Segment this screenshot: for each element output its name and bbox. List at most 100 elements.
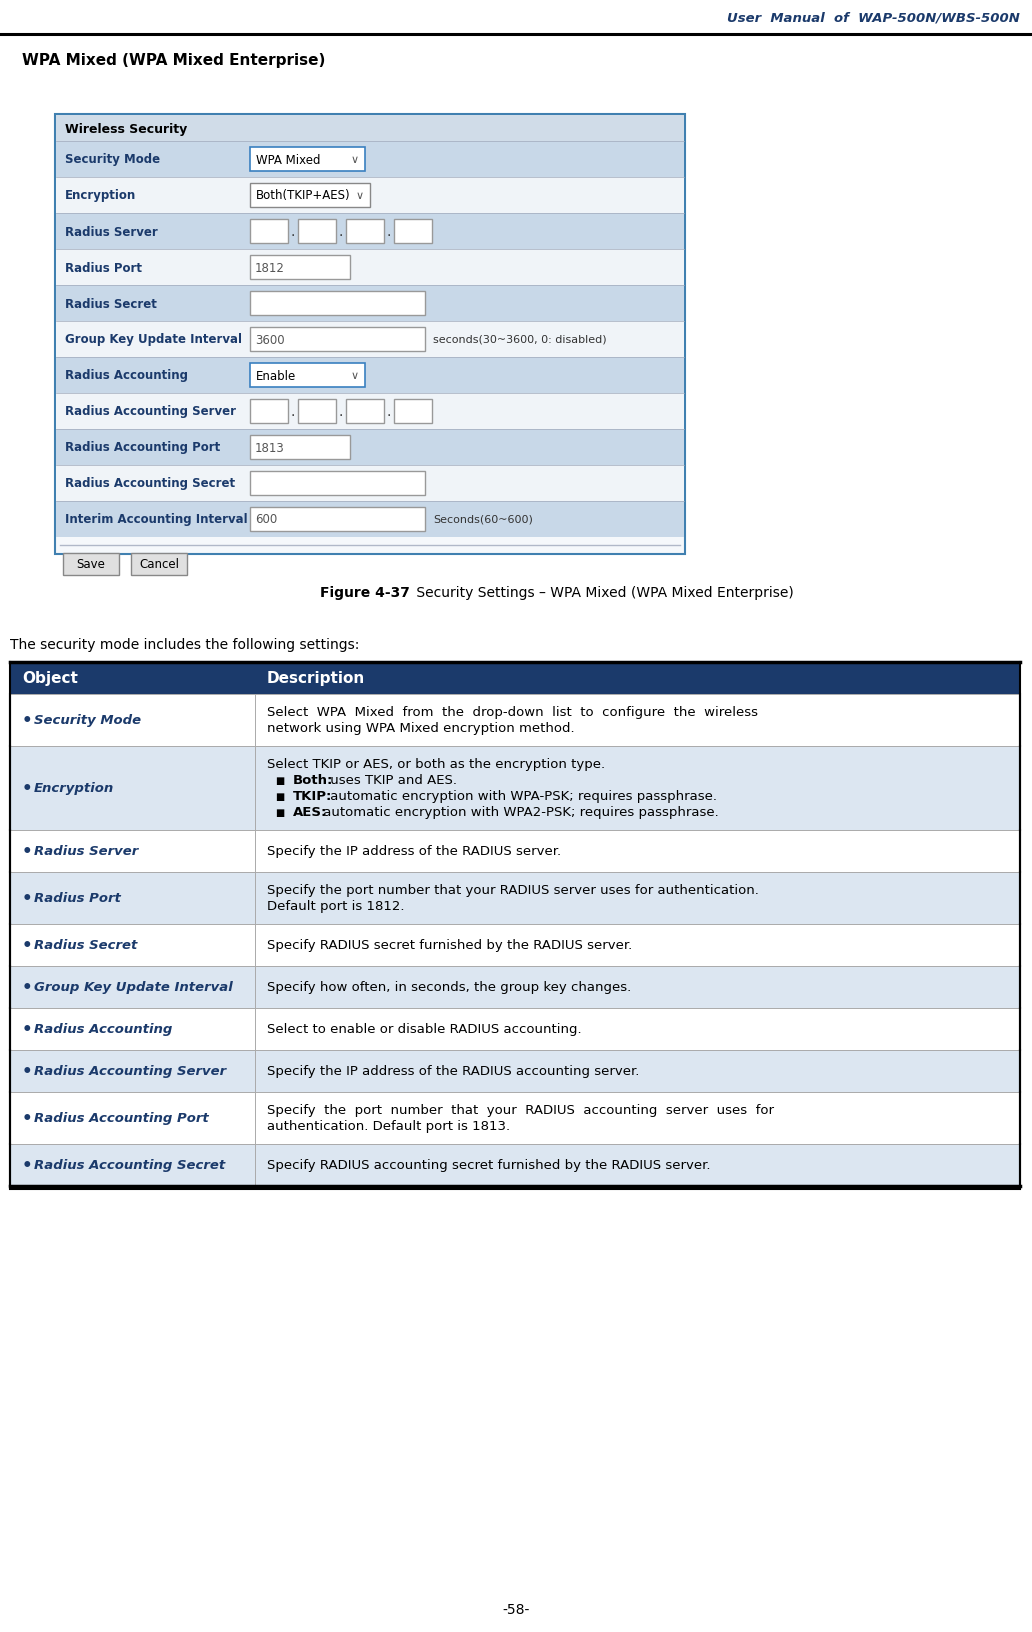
Text: The security mode includes the following settings:: The security mode includes the following… [10,638,359,651]
Bar [56,116,684,142]
Bar [250,220,288,243]
Bar [10,873,1020,924]
Bar [56,501,684,537]
Text: Radius Port: Radius Port [65,261,142,274]
Text: Specify the port number that your RADIUS server uses for authentication.: Specify the port number that your RADIUS… [267,885,759,898]
Bar [394,400,432,424]
Text: TKIP:: TKIP: [293,790,332,803]
Text: Select to enable or disable RADIUS accounting.: Select to enable or disable RADIUS accou… [267,1023,582,1036]
Bar [56,250,684,286]
Text: Description: Description [267,671,365,685]
Text: Specify RADIUS secret furnished by the RADIUS server.: Specify RADIUS secret furnished by the R… [267,938,633,951]
Bar [250,184,370,207]
Text: •: • [22,937,33,955]
Text: 600: 600 [255,512,278,526]
Text: Select TKIP or AES, or both as the encryption type.: Select TKIP or AES, or both as the encry… [267,757,605,770]
Text: WPA Mixed (WPA Mixed Enterprise): WPA Mixed (WPA Mixed Enterprise) [22,52,325,67]
Text: automatic encryption with WPA2-PSK; requires passphrase.: automatic encryption with WPA2-PSK; requ… [319,806,718,819]
Text: Radius Accounting Port: Radius Accounting Port [34,1111,208,1124]
Text: .: . [291,225,295,238]
Bar [298,220,336,243]
Bar [250,436,350,460]
Text: Save: Save [76,558,105,571]
Text: 1812: 1812 [255,261,285,274]
Text: Cancel: Cancel [139,558,179,571]
Text: Seconds(60~600): Seconds(60~600) [433,514,533,524]
Text: •: • [22,1110,33,1128]
Text: automatic encryption with WPA-PSK; requires passphrase.: automatic encryption with WPA-PSK; requi… [325,790,716,803]
Text: Enable: Enable [256,369,296,382]
Bar [250,472,425,496]
Bar [250,364,365,388]
Text: •: • [22,1062,33,1080]
Text: seconds(30~3600, 0: disabled): seconds(30~3600, 0: disabled) [433,335,607,344]
Bar [10,663,1020,695]
Text: •: • [22,1157,33,1175]
Text: Radius Accounting Server: Radius Accounting Server [34,1064,226,1077]
Bar [10,831,1020,873]
Bar [56,357,684,393]
Text: Radius Accounting Port: Radius Accounting Port [65,441,220,454]
Text: Radius Accounting: Radius Accounting [34,1023,172,1036]
Text: .: . [338,405,344,419]
Text: ∨: ∨ [356,191,364,201]
Bar [250,256,350,279]
Bar [250,328,425,353]
Bar [56,286,684,322]
Bar [56,178,684,214]
Text: .: . [291,405,295,419]
Text: Radius Accounting Secret: Radius Accounting Secret [65,477,235,490]
Text: .: . [338,225,344,238]
Text: •: • [22,979,33,997]
Text: •: • [22,780,33,798]
Text: User  Manual  of  WAP-500N/WBS-500N: User Manual of WAP-500N/WBS-500N [728,11,1020,24]
Text: Both(TKIP+AES): Both(TKIP+AES) [256,189,351,202]
Text: AES:: AES: [293,806,327,819]
Text: Default port is 1812.: Default port is 1812. [267,899,405,912]
Text: Figure 4-37: Figure 4-37 [320,586,410,599]
Text: Group Key Update Interval: Group Key Update Interval [34,981,233,994]
Text: WPA Mixed: WPA Mixed [256,153,321,166]
Bar [56,322,684,357]
Bar [131,553,187,576]
Bar [250,149,365,171]
Text: .: . [387,405,391,419]
Bar [56,393,684,429]
Text: ∨: ∨ [351,155,359,165]
Text: Radius Server: Radius Server [34,845,138,858]
Bar [346,400,384,424]
Text: -58-: -58- [503,1603,529,1616]
Bar [10,746,1020,831]
Text: Radius Accounting Secret: Radius Accounting Secret [34,1159,225,1172]
Bar [250,292,425,317]
Bar [250,400,288,424]
Text: Security Mode: Security Mode [65,153,160,166]
Text: Group Key Update Interval: Group Key Update Interval [65,333,241,346]
Bar [56,142,684,178]
Text: Interim Accounting Interval: Interim Accounting Interval [65,512,248,526]
Bar [10,966,1020,1009]
Text: Specify the IP address of the RADIUS accounting server.: Specify the IP address of the RADIUS acc… [267,1064,640,1077]
Text: ■: ■ [275,792,284,801]
Text: authentication. Default port is 1813.: authentication. Default port is 1813. [267,1120,510,1133]
Bar [63,553,119,576]
Bar [55,114,685,555]
Text: Both:: Both: [293,774,333,787]
Text: ■: ■ [275,775,284,785]
Text: Object: Object [22,671,77,685]
Text: Specify the IP address of the RADIUS server.: Specify the IP address of the RADIUS ser… [267,845,561,858]
Text: Radius Accounting: Radius Accounting [65,369,188,382]
Bar [56,465,684,501]
Text: network using WPA Mixed encryption method.: network using WPA Mixed encryption metho… [267,721,575,734]
Text: Radius Secret: Radius Secret [34,938,137,951]
Bar [346,220,384,243]
Text: Radius Port: Radius Port [34,893,121,906]
Bar [10,924,1020,966]
Bar [250,508,425,532]
Text: Select  WPA  Mixed  from  the  drop-down  list  to  configure  the  wireless: Select WPA Mixed from the drop-down list… [267,707,757,720]
Text: uses TKIP and AES.: uses TKIP and AES. [325,774,456,787]
Bar [56,429,684,465]
Text: Wireless Security: Wireless Security [65,122,187,135]
Bar [10,1051,1020,1092]
Text: Security Mode: Security Mode [34,715,141,726]
